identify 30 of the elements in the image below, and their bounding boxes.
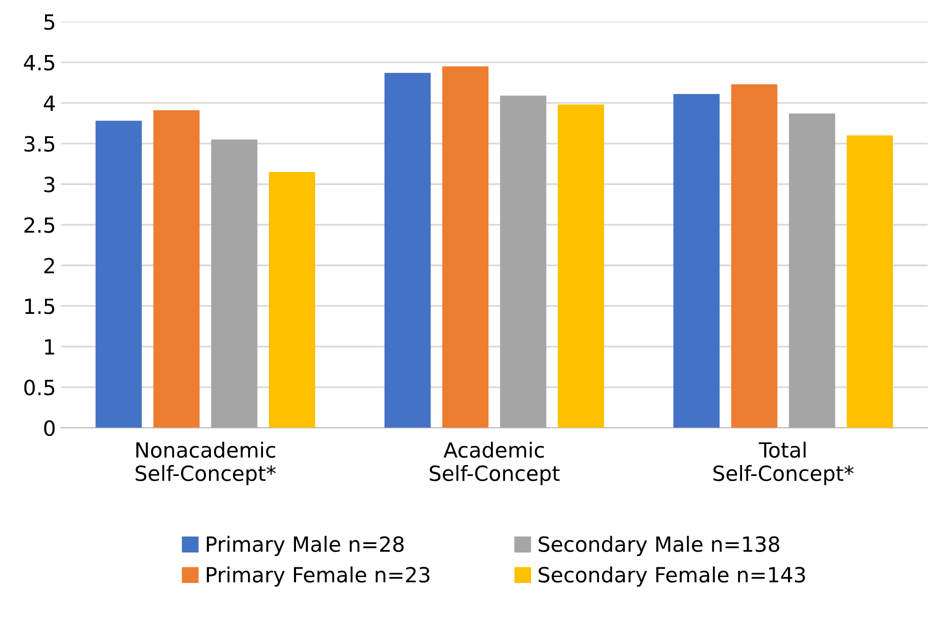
bar — [442, 66, 488, 428]
bar — [788, 113, 836, 428]
bar — [96, 120, 142, 428]
bar — [500, 96, 546, 428]
legend-label: Primary Male n=28 — [206, 536, 404, 556]
y-tick-label: 2 — [44, 258, 54, 274]
x-tick-label: Nonacademic Self-Concept* — [136, 442, 276, 486]
legend-label: Secondary Female n=143 — [538, 566, 805, 587]
x-tick-label: Total Self-Concept* — [713, 442, 854, 486]
y-tick-label: 1.5 — [25, 298, 54, 314]
legend-label: Primary Female n=23 — [206, 566, 430, 587]
y-tick-label: 5 — [44, 14, 54, 30]
bar — [153, 110, 200, 428]
bar — [673, 94, 720, 428]
y-tick-label: 3.5 — [24, 136, 54, 152]
x-tick-label: Academic Self-Concept — [430, 442, 560, 486]
y-tick-label: 2.5 — [24, 217, 54, 233]
bar — [268, 172, 316, 428]
bar — [731, 84, 778, 428]
y-tick-label: 3 — [44, 176, 54, 192]
bar — [846, 135, 893, 428]
y-tick-label: 4 — [44, 96, 55, 111]
y-tick-label: 1 — [45, 339, 54, 354]
y-tick-label: 0 — [44, 420, 55, 436]
bar — [211, 139, 258, 428]
bar — [558, 104, 604, 428]
y-tick-label: 4.5 — [24, 55, 54, 71]
bar — [384, 72, 431, 428]
legend-label: Secondary Male n=138 — [538, 536, 780, 556]
y-tick-label: 0.5 — [24, 380, 54, 396]
